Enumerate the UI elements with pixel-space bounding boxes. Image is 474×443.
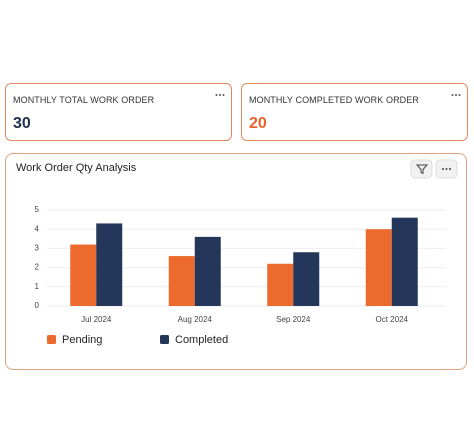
legend-label: Pending — [62, 334, 102, 346]
bar — [70, 244, 97, 306]
y-tick-label: 3 — [35, 244, 40, 253]
more-button[interactable] — [215, 93, 225, 97]
x-tick-label: Jul 2024 — [81, 315, 112, 324]
bar — [96, 223, 123, 306]
bar — [293, 252, 320, 306]
more-button[interactable] — [451, 93, 461, 97]
x-tick-label: Aug 2024 — [178, 315, 213, 324]
y-tick-label: 2 — [35, 263, 40, 272]
chart-title: Work Order Qty Analysis — [16, 162, 137, 174]
bar — [391, 217, 418, 306]
y-tick-label: 0 — [35, 301, 40, 310]
x-tick-label: Sep 2024 — [276, 315, 311, 324]
x-tick-label: Oct 2024 — [376, 315, 409, 324]
bar — [168, 256, 195, 306]
card-title: MONTHLY COMPLETED WORK ORDER — [249, 95, 419, 105]
y-tick-label: 5 — [35, 205, 40, 214]
card-value: 30 — [13, 115, 31, 132]
chart-panel — [5, 153, 467, 370]
card-title: MONTHLY TOTAL WORK ORDER — [13, 95, 155, 105]
y-tick-label: 1 — [35, 282, 40, 291]
filter-button[interactable] — [410, 159, 433, 179]
legend-swatch — [47, 335, 56, 344]
legend-swatch — [160, 335, 169, 344]
card: MONTHLY COMPLETED WORK ORDER 20 — [241, 83, 468, 141]
card: MONTHLY TOTAL WORK ORDER 30 — [5, 83, 232, 141]
bar — [365, 229, 392, 306]
card-value: 20 — [249, 115, 267, 132]
bar — [267, 263, 294, 306]
more-button[interactable] — [435, 159, 458, 179]
y-tick-label: 4 — [35, 224, 40, 233]
bar — [194, 236, 221, 306]
legend-label: Completed — [175, 334, 228, 346]
